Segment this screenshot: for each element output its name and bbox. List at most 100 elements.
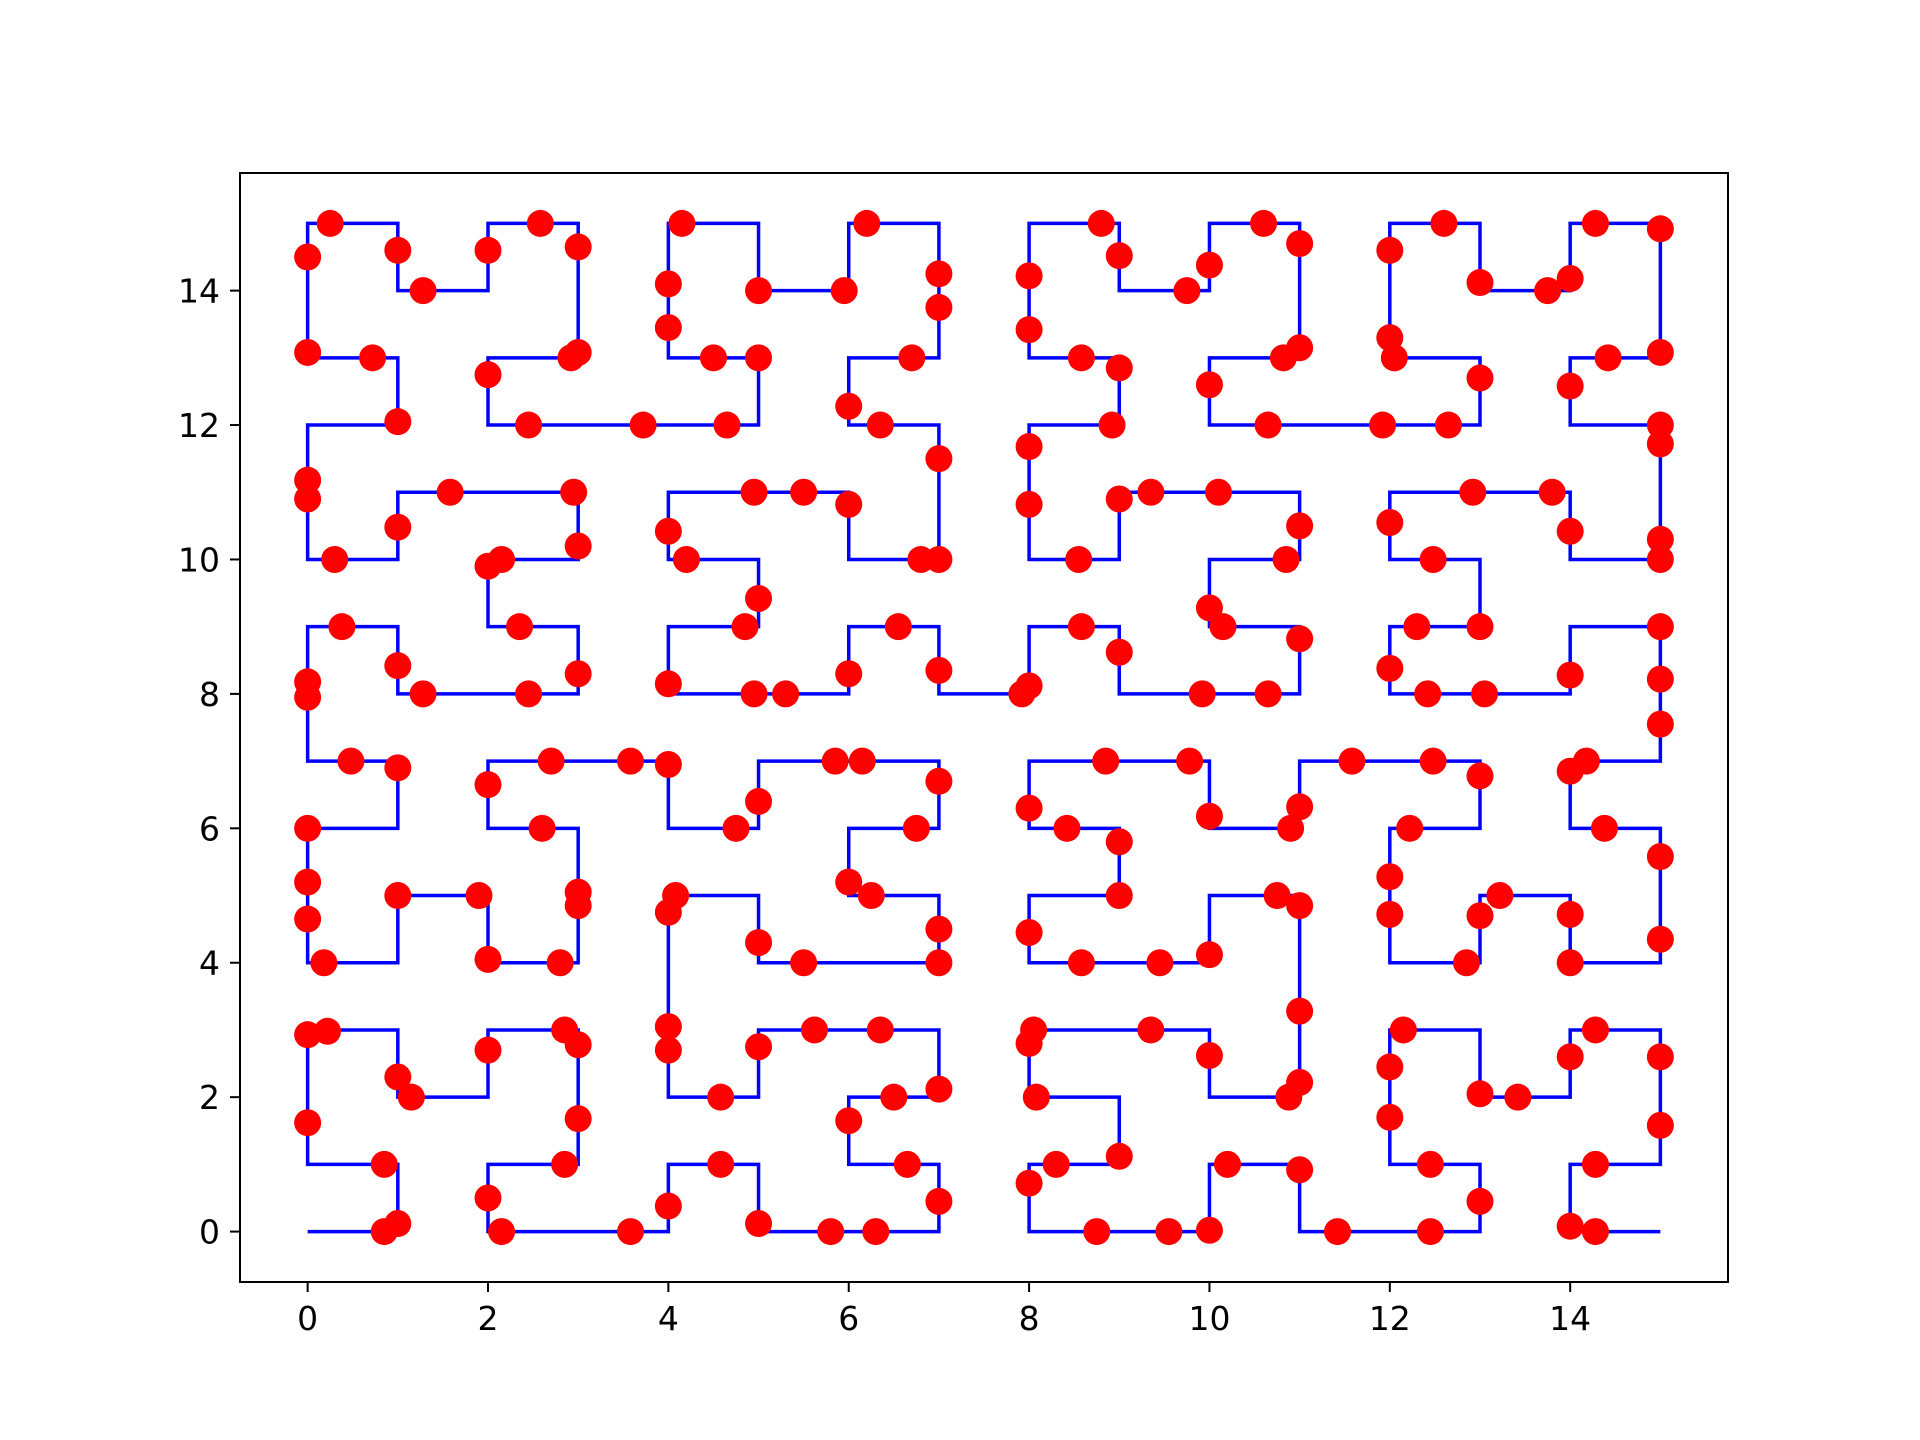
scatter-point (1369, 411, 1397, 439)
scatter-point (294, 338, 322, 366)
scatter-point (1195, 1216, 1223, 1244)
scatter-point (488, 545, 516, 573)
scatter-point (1065, 545, 1093, 573)
scatter-point (1195, 251, 1223, 279)
scatter-point (1067, 949, 1095, 977)
scatter-point (528, 814, 556, 842)
scatter-point (1376, 654, 1404, 682)
scatter-point (1105, 485, 1133, 513)
scatter-point (294, 905, 322, 933)
scatter-point (1083, 1218, 1111, 1246)
scatter-point (654, 1013, 682, 1041)
scatter-point (1015, 433, 1043, 461)
scatter-point (564, 1105, 592, 1133)
scatter-point (1286, 892, 1314, 920)
scatter-point (1015, 316, 1043, 344)
axes-frame (239, 172, 1729, 1283)
scatter-point (835, 490, 863, 518)
x-tick-label: 10 (1188, 1299, 1230, 1338)
scatter-point (546, 949, 574, 977)
scatter-point (1324, 1218, 1352, 1246)
scatter-point (1466, 364, 1494, 392)
scatter-point (359, 344, 387, 372)
scatter-point (321, 545, 349, 573)
scatter-point (1466, 762, 1494, 790)
scatter-point (1092, 747, 1120, 775)
scatter-point (654, 670, 682, 698)
scatter-point (1590, 814, 1618, 842)
scatter-point (745, 277, 773, 305)
scatter-point (1504, 1083, 1532, 1111)
x-tick-label: 14 (1549, 1299, 1591, 1338)
scatter-point (294, 485, 322, 513)
scatter-point (328, 613, 356, 641)
scatter-point (1466, 902, 1494, 930)
scatter-point (1022, 1083, 1050, 1111)
scatter-point (1646, 1111, 1674, 1139)
scatter-point (925, 260, 953, 288)
scatter-point (1254, 411, 1282, 439)
scatter-point (1015, 490, 1043, 518)
scatter-point (1556, 265, 1584, 293)
scatter-point (313, 1017, 341, 1045)
scatter-point (830, 277, 858, 305)
scatter-point (474, 771, 502, 799)
scatter-point (294, 868, 322, 896)
scatter-point (409, 680, 437, 708)
scatter-point (616, 1218, 644, 1246)
scatter-point (1105, 1142, 1133, 1170)
scatter-point (1098, 411, 1126, 439)
scatter-point (384, 882, 412, 910)
scatter-point (1459, 478, 1487, 506)
scatter-point (835, 660, 863, 688)
scatter-point (1646, 710, 1674, 738)
scatter-point (1646, 843, 1674, 871)
y-axis: 0 2 4 6 8 10 12 14 (178, 272, 240, 1252)
scatter-point (1471, 680, 1499, 708)
scatter-point (397, 1083, 425, 1111)
scatter-point (1376, 1053, 1404, 1081)
scatter-point (1556, 372, 1584, 400)
y-tick-label: 12 (178, 406, 220, 445)
scatter-point (1209, 613, 1237, 641)
scatter-point (564, 532, 592, 560)
scatter-point (465, 882, 493, 910)
scatter-point (1015, 672, 1043, 700)
scatter-point (1376, 863, 1404, 891)
scatter-point (745, 344, 773, 372)
scatter-point (1286, 230, 1314, 258)
scatter-point (1646, 925, 1674, 953)
scatter-point (1275, 1083, 1303, 1111)
scatter-point (1396, 814, 1424, 842)
scatter-point (1556, 661, 1584, 689)
scatter-point (884, 613, 912, 641)
scatter-point (384, 1063, 412, 1091)
scatter-point (662, 882, 690, 910)
scatter-point (384, 754, 412, 782)
scatter-point (1286, 793, 1314, 821)
scatter-point (1556, 757, 1584, 785)
scatter-point (1067, 344, 1095, 372)
scatter-point (564, 233, 592, 261)
scatter-point (1389, 1016, 1417, 1044)
scatter-point (1105, 638, 1133, 666)
scatter-point (384, 236, 412, 264)
scatter-point (745, 787, 773, 815)
scatter-point (790, 949, 818, 977)
scatter-point (925, 445, 953, 473)
scatter-point (1137, 478, 1165, 506)
scatter-point (1286, 1156, 1314, 1184)
scatter-point (310, 949, 338, 977)
scatter-point (1105, 882, 1133, 910)
scatter-point (1419, 545, 1447, 573)
scatter-point (745, 1210, 773, 1238)
scatter-point (474, 1036, 502, 1064)
scatter-point (474, 361, 502, 389)
scatter-point (745, 929, 773, 957)
x-axis: 0 2 4 6 8 10 12 14 (297, 1282, 1591, 1338)
scatter-point (1416, 1218, 1444, 1246)
scatter-point (384, 513, 412, 541)
scatter-point (1646, 665, 1674, 693)
scatter-point (898, 344, 926, 372)
